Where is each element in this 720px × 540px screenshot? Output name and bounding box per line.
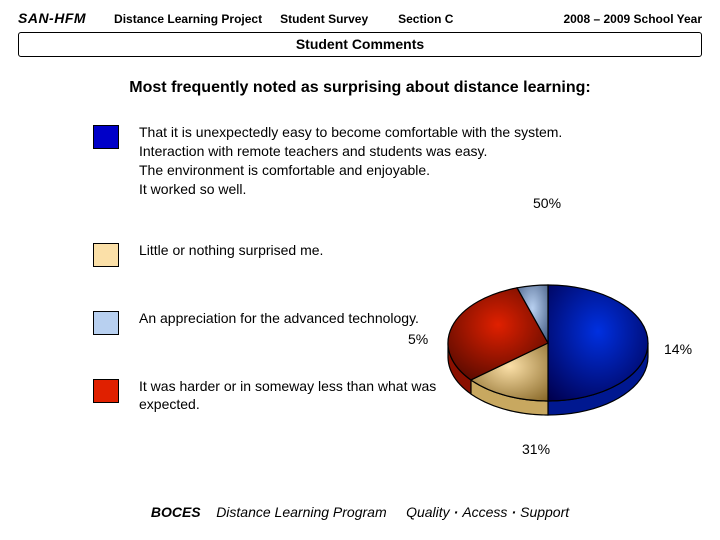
legend-text: That it is unexpectedly easy to become c… [139,123,562,199]
legend-swatch [93,243,119,267]
legend-swatch [93,311,119,335]
footer-boces: BOCES [151,504,201,520]
survey: Student Survey [280,12,368,26]
legend-text: It was harder or in someway less than wh… [139,377,449,415]
pie-slice-label: 50% [533,195,561,211]
pie-chart: 50%14%31%5% [418,235,678,455]
pie-slice-label: 31% [522,441,550,457]
page-title: Most frequently noted as surprising abou… [18,79,702,97]
legend-swatch [93,125,119,149]
school-year: 2008 – 2009 School Year [563,12,702,26]
footer-program: Distance Learning Program [216,504,386,520]
legend-text: An appreciation for the advanced technol… [139,309,419,328]
legend-swatch [93,379,119,403]
pie-slice-label: 5% [408,331,428,347]
header: SAN-HFM Distance Learning Project Studen… [18,10,702,26]
section: Section C [398,12,453,26]
brand: SAN-HFM [18,10,86,26]
pie-slice-label: 14% [664,341,692,357]
legend-item: That it is unexpectedly easy to become c… [93,123,702,199]
legend-text: Little or nothing surprised me. [139,241,323,260]
footer-tagline: Quality·Access·Support [406,504,569,520]
footer: BOCES Distance Learning Program Quality·… [0,504,720,520]
banner: Student Comments [18,32,702,57]
project: Distance Learning Project [114,12,262,26]
